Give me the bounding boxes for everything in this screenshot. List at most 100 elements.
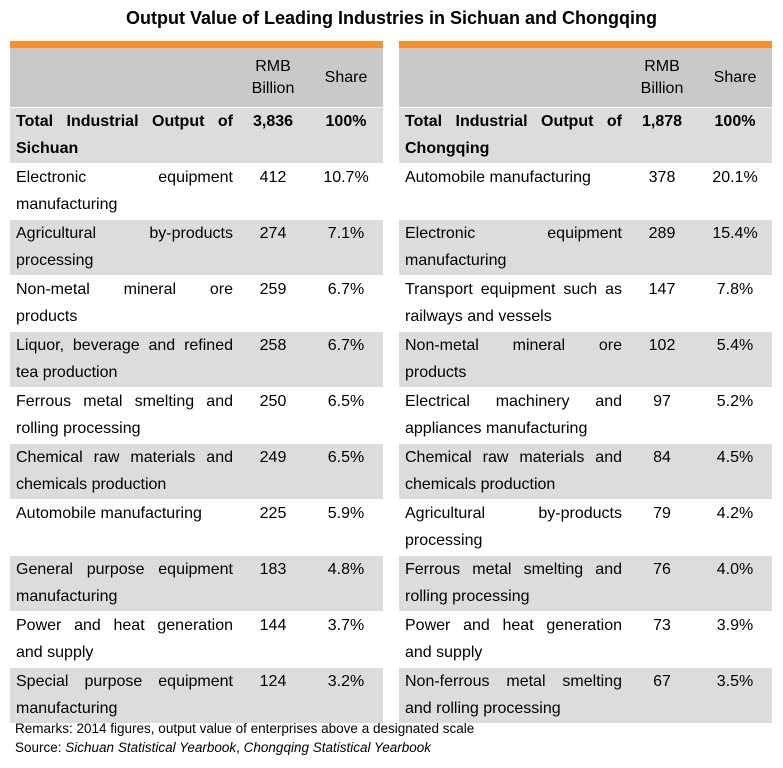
page-title: Output Value of Leading Industries in Si…	[126, 8, 657, 28]
table-row: Electronic equipment manufacturing 289 1…	[399, 219, 772, 276]
row-rmb: 73	[626, 611, 698, 668]
table-row: Non-metal mineral ore products 259 6.7%	[10, 275, 383, 332]
row-rmb: 124	[237, 667, 309, 723]
row-share: 4.8%	[309, 555, 383, 612]
row-share: 4.0%	[698, 555, 772, 612]
row-label: Power and heat generation and supply	[10, 611, 237, 668]
table-row: Electronic equipment manufacturing 412 1…	[10, 163, 383, 220]
row-rmb: 144	[237, 611, 309, 668]
row-share: 100%	[698, 107, 772, 164]
column-header-rmb: RMB Billion	[626, 48, 698, 108]
row-label: Automobile manufacturing	[399, 163, 626, 220]
row-rmb: 84	[626, 443, 698, 500]
row-share: 3.5%	[698, 667, 772, 723]
sichuan-table: RMB Billion Share Total Industrial Outpu…	[10, 41, 383, 723]
row-label: Total Industrial Output of Chongqing	[399, 107, 626, 164]
row-rmb: 258	[237, 331, 309, 388]
table-row: Liquor, beverage and refined tea product…	[10, 331, 383, 388]
table-row: Automobile manufacturing 378 20.1%	[399, 163, 772, 220]
row-label: Ferrous metal smelting and rolling proce…	[10, 387, 237, 444]
source-separator: ,	[236, 740, 244, 755]
table-row: Non-metal mineral ore products 102 5.4%	[399, 331, 772, 388]
table-row: Special purpose equipment manufacturing …	[10, 667, 383, 723]
row-label: Liquor, beverage and refined tea product…	[10, 331, 237, 388]
orange-header-bar	[10, 41, 383, 48]
chongqing-table: RMB Billion Share Total Industrial Outpu…	[399, 41, 772, 723]
table-row: Chemical raw materials and chemicals pro…	[399, 443, 772, 500]
row-label: Agricultural by-products processing	[10, 219, 237, 276]
row-label: Agricultural by-products processing	[399, 499, 626, 556]
row-label: Automobile manufacturing	[10, 499, 237, 556]
row-share: 5.9%	[309, 499, 383, 556]
column-header-industry	[10, 48, 237, 108]
row-label: Chemical raw materials and chemicals pro…	[399, 443, 626, 500]
row-rmb: 274	[237, 219, 309, 276]
table-row: Power and heat generation and supply 73 …	[399, 611, 772, 668]
row-rmb: 412	[237, 163, 309, 220]
table-row-total: Total Industrial Output of Sichuan 3,836…	[10, 107, 383, 164]
row-share: 7.8%	[698, 275, 772, 332]
row-share: 4.5%	[698, 443, 772, 500]
row-share: 6.5%	[309, 387, 383, 444]
row-share: 5.2%	[698, 387, 772, 444]
table-row: Chemical raw materials and chemicals pro…	[10, 443, 383, 500]
row-label: Non-ferrous metal smelting and rolling p…	[399, 667, 626, 723]
row-label: Electronic equipment manufacturing	[10, 163, 237, 220]
row-share: 5.4%	[698, 331, 772, 388]
table-row: Non-ferrous metal smelting and rolling p…	[399, 667, 772, 723]
row-rmb: 259	[237, 275, 309, 332]
row-label: Total Industrial Output of Sichuan	[10, 107, 237, 164]
remarks-text: Remarks: 2014 figures, output value of e…	[15, 721, 475, 736]
row-label: Chemical raw materials and chemicals pro…	[10, 443, 237, 500]
row-rmb: 79	[626, 499, 698, 556]
column-header-share: Share	[309, 48, 383, 108]
row-label: Transport equipment such as railways and…	[399, 275, 626, 332]
row-rmb: 1,878	[626, 107, 698, 164]
table-row: Ferrous metal smelting and rolling proce…	[10, 387, 383, 444]
source-sichuan: Sichuan Statistical Yearbook	[65, 740, 237, 755]
row-rmb: 249	[237, 443, 309, 500]
table-row: Automobile manufacturing 225 5.9%	[10, 499, 383, 556]
source-chongqing: Chongqing Statistical Yearbook	[243, 740, 432, 755]
row-rmb: 67	[626, 667, 698, 723]
source-line: Source: Sichuan Statistical Yearbook, Ch…	[15, 738, 474, 757]
row-rmb: 378	[626, 163, 698, 220]
column-header-rmb: RMB Billion	[237, 48, 309, 108]
row-rmb: 102	[626, 331, 698, 388]
row-rmb: 289	[626, 219, 698, 276]
table-row: Agricultural by-products processing 79 4…	[399, 499, 772, 556]
row-label: General purpose equipment manufacturing	[10, 555, 237, 612]
row-label: Ferrous metal smelting and rolling proce…	[399, 555, 626, 612]
row-label: Electrical machinery and appliances manu…	[399, 387, 626, 444]
row-rmb: 76	[626, 555, 698, 612]
row-label: Non-metal mineral ore products	[10, 275, 237, 332]
row-label: Special purpose equipment manufacturing	[10, 667, 237, 723]
source-prefix: Source:	[15, 740, 66, 755]
row-share: 20.1%	[698, 163, 772, 220]
table-row-total: Total Industrial Output of Chongqing 1,8…	[399, 107, 772, 164]
row-share: 100%	[309, 107, 383, 164]
row-share: 3.7%	[309, 611, 383, 668]
row-share: 15.4%	[698, 219, 772, 276]
footnotes: Remarks: 2014 figures, output value of e…	[15, 719, 474, 757]
row-share: 10.7%	[309, 163, 383, 220]
column-header-industry	[399, 48, 626, 108]
row-rmb: 225	[237, 499, 309, 556]
row-label: Non-metal mineral ore products	[399, 331, 626, 388]
row-rmb: 147	[626, 275, 698, 332]
row-share: 6.7%	[309, 331, 383, 388]
row-rmb: 250	[237, 387, 309, 444]
orange-header-bar	[399, 41, 772, 48]
row-share: 7.1%	[309, 219, 383, 276]
table-row: Electrical machinery and appliances manu…	[399, 387, 772, 444]
row-share: 6.5%	[309, 443, 383, 500]
row-share: 3.2%	[309, 667, 383, 723]
table-row: Power and heat generation and supply 144…	[10, 611, 383, 668]
table-row: Transport equipment such as railways and…	[399, 275, 772, 332]
row-rmb: 183	[237, 555, 309, 612]
row-label: Power and heat generation and supply	[399, 611, 626, 668]
row-label: Electronic equipment manufacturing	[399, 219, 626, 276]
table-row: Agricultural by-products processing 274 …	[10, 219, 383, 276]
table-row: General purpose equipment manufacturing …	[10, 555, 383, 612]
column-header-share: Share	[698, 48, 772, 108]
